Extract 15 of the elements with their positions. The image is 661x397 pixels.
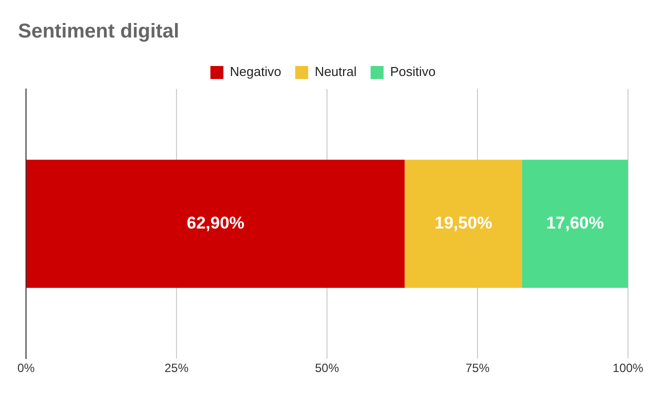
data-label: 19,50%	[434, 213, 492, 232]
data-label: 62,90%	[186, 213, 244, 232]
x-tick-label: 75%	[465, 361, 490, 376]
x-tick-label: 0%	[17, 361, 35, 376]
legend-label: Negativo	[230, 64, 282, 80]
legend-label: Neutral	[314, 64, 357, 80]
bar	[404, 160, 522, 288]
x-tick-label: 100%	[612, 361, 644, 376]
legend-label: Positivo	[390, 64, 436, 80]
x-tick-label: 50%	[314, 361, 340, 376]
chart-title: Sentiment digital	[18, 20, 180, 43]
bar	[26, 160, 405, 288]
bar	[522, 160, 628, 288]
data-label: 17,60%	[546, 213, 604, 232]
x-tick-label: 25%	[164, 361, 189, 376]
